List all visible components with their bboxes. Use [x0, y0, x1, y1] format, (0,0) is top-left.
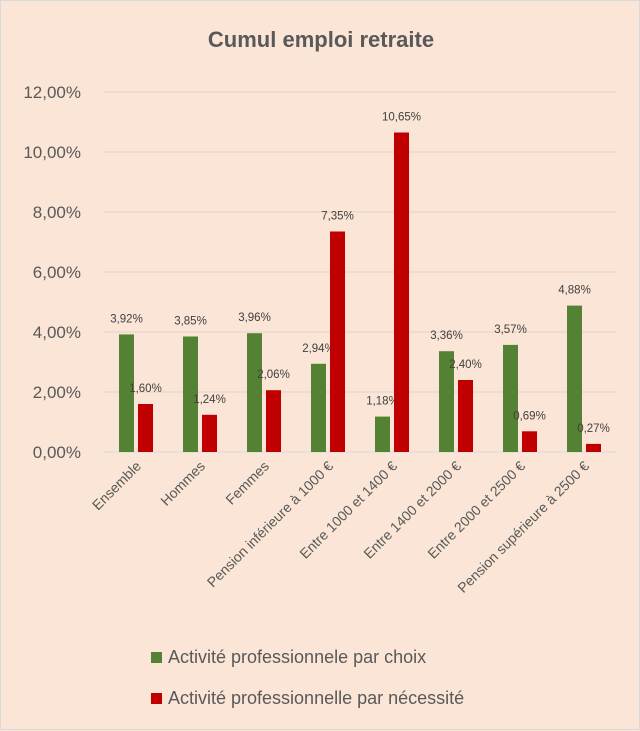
bar-choix [439, 351, 454, 452]
legend-item-choix: Activité professionnele par choix [151, 647, 426, 668]
data-label: 3,36% [430, 330, 463, 342]
legend-swatch-green [151, 652, 162, 663]
legend-label: Activité professionnelle par nécessité [168, 688, 465, 708]
data-label: 1,24% [193, 394, 226, 406]
bar-necessite [458, 380, 473, 452]
y-tick-label: 4,00% [33, 323, 81, 342]
bar-choix [183, 336, 198, 452]
chart-title: Cumul emploi retraite [208, 27, 434, 52]
data-label: 3,96% [238, 312, 271, 324]
x-tick-label: Pension inférieure à 1000 € [204, 458, 337, 591]
bar-choix [503, 344, 518, 452]
x-tick-label: Ensemble [89, 458, 144, 513]
legend-label: Activité professionnele par choix [168, 647, 427, 667]
data-label: 3,85% [174, 316, 207, 328]
data-label: 10,65% [382, 112, 421, 124]
legend-swatch-red [151, 693, 162, 704]
bar-choix [119, 334, 134, 452]
bar-necessite [394, 132, 409, 452]
y-tick-label: 12,00% [23, 83, 81, 102]
data-label: 7,35% [321, 211, 354, 223]
data-label: 1,60% [129, 383, 162, 395]
x-tick-label: Pension supérieure à 2500 € [454, 458, 592, 596]
bar-necessite [586, 443, 601, 452]
y-tick-label: 10,00% [23, 143, 81, 162]
legend-item-necessite: Activité professionnelle par nécessité [151, 688, 464, 709]
data-label: 0,27% [577, 423, 610, 435]
bar-necessite [138, 404, 153, 452]
data-label: 3,57% [494, 324, 527, 336]
y-tick-label: 8,00% [33, 203, 81, 222]
bar-choix [311, 363, 326, 452]
bar-choix [247, 333, 262, 452]
data-label: 1,18% [366, 396, 399, 408]
bar-necessite [522, 431, 537, 452]
data-label: 0,69% [513, 410, 546, 422]
x-tick-label: Femmes [222, 458, 272, 508]
x-tick-label: Hommes [157, 458, 208, 509]
bar-choix [567, 305, 582, 452]
bar-necessite [202, 414, 217, 452]
data-label: 4,88% [558, 285, 591, 297]
data-label: 2,94% [302, 343, 335, 355]
y-tick-label: 6,00% [33, 263, 81, 282]
y-tick-label: 0,00% [33, 443, 81, 462]
bar-necessite [330, 231, 345, 452]
data-label: 2,06% [257, 369, 290, 381]
y-tick-label: 2,00% [33, 383, 81, 402]
bar-choix [375, 416, 390, 452]
bar-necessite [266, 390, 281, 452]
data-label: 3,92% [110, 313, 143, 325]
data-label: 2,40% [449, 359, 482, 371]
